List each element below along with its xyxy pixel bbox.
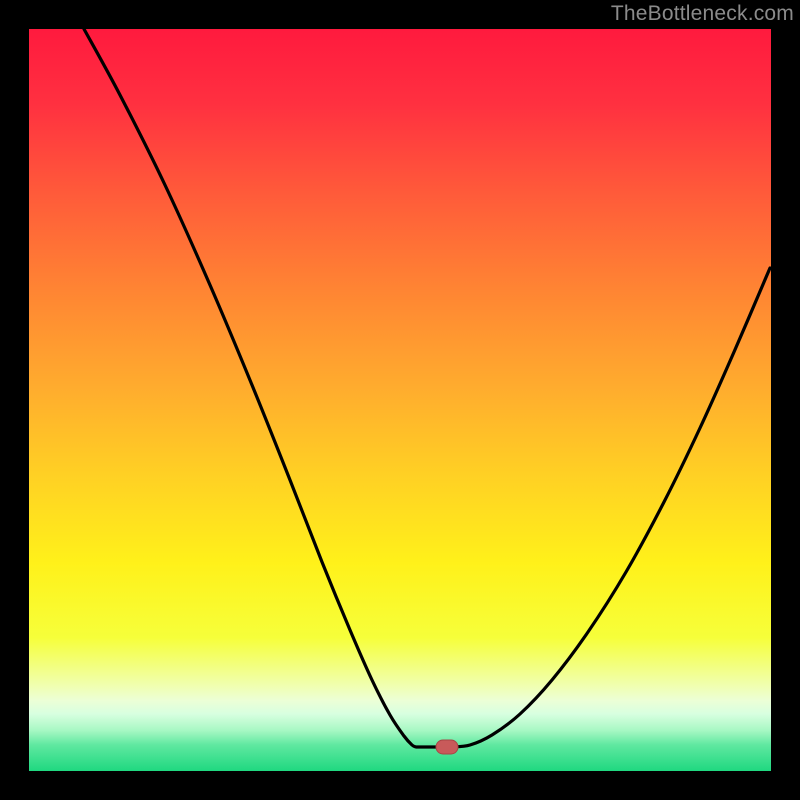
watermark-text: TheBottleneck.com — [611, 2, 794, 26]
plot-background — [29, 29, 771, 771]
optimal-point-marker — [436, 740, 458, 754]
bottleneck-chart — [0, 0, 800, 800]
outer-frame: TheBottleneck.com — [0, 0, 800, 800]
